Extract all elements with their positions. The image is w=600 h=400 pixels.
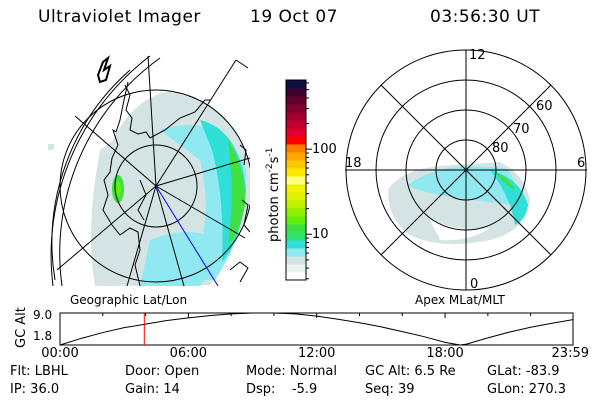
colorbar-band (286, 232, 306, 241)
mlat-label-60: 60 (536, 99, 553, 114)
mlt-label-18: 18 (345, 156, 362, 171)
gc-ytick-1-8: 1.8 (33, 329, 52, 343)
info-glat: GLat: -83.9 (487, 364, 560, 379)
gc-xtick-label: 12:00 (298, 346, 335, 361)
info-door: Door: Open (125, 364, 200, 379)
mlt-label-6: 6 (577, 156, 585, 171)
left-panel-label: Geographic Lat/Lon (70, 293, 188, 307)
gc-alt-ylabel: GC Alt (14, 307, 29, 348)
colorbar-band (286, 160, 306, 169)
colorbar-band (286, 192, 306, 201)
aurora-image-right (388, 162, 530, 244)
spacecraft-direction-line (155, 185, 219, 286)
colorbar-band (286, 96, 306, 105)
colorbar-band (286, 264, 306, 273)
colorbar-band (286, 136, 306, 145)
colorbar-tick-100: 100 (312, 142, 337, 157)
colorbar-band (286, 200, 306, 209)
info-dsp: Dsp: -5.9 (246, 382, 318, 397)
colorbar-band (286, 168, 306, 177)
colorbar-band (286, 176, 306, 185)
colorbar-label: photon cm-2s-1 (265, 148, 282, 242)
mlt-label-12: 12 (469, 48, 486, 63)
colorbar-band (286, 240, 306, 249)
info-gain: Gain: 14 (125, 382, 180, 397)
colorbar-band (286, 208, 306, 217)
colorbar-band (286, 224, 306, 233)
colorbar-frame (285, 79, 307, 281)
colorbar-band (286, 272, 306, 281)
colorbar-band (286, 80, 306, 89)
gc-xtick-label: 06:00 (170, 346, 207, 361)
mlat-label-80: 80 (492, 141, 509, 156)
info-ip: IP: 36.0 (10, 382, 60, 397)
info-mode: Mode: Normal (246, 364, 337, 379)
colorbar-band (286, 184, 306, 193)
mlt-label-0: 0 (470, 277, 478, 292)
gc-ytick-9: 9.0 (33, 308, 52, 322)
colorbar-band (286, 256, 306, 265)
colorbar-band (286, 104, 306, 113)
info-filter: Flt: LBHL (10, 364, 68, 379)
colorbar-band (286, 120, 306, 129)
colorbar-band (286, 112, 306, 121)
right-panel-label: Apex MLat/MLT (415, 293, 505, 307)
colorbar-band (286, 152, 306, 161)
colorbar-band (286, 216, 306, 225)
info-seq: Seq: 39 (365, 382, 415, 397)
colorbar-band (286, 88, 306, 97)
mlat-label-70: 70 (513, 122, 530, 137)
gc-xtick-label: 00:00 (41, 346, 78, 361)
time-label: 03:56:30 UT (430, 7, 541, 27)
gc-alt-line (59, 312, 574, 346)
colorbar-tick-10: 10 (312, 227, 329, 242)
date-label: 19 Oct 07 (250, 7, 338, 27)
polar-grid (345, 49, 587, 291)
instrument-title: Ultraviolet Imager (38, 7, 201, 27)
gc-xtick-label: 18:00 (426, 346, 463, 361)
colorbar-band (286, 144, 306, 153)
info-gc-alt: GC Alt: 6.5 Re (365, 364, 456, 379)
gc-xtick-label: 23:59 (552, 346, 589, 361)
colorbar-band (286, 128, 306, 137)
colorbar-band (286, 248, 306, 257)
coastlines (96, 55, 250, 286)
info-glon: GLon: 270.3 (487, 382, 567, 397)
